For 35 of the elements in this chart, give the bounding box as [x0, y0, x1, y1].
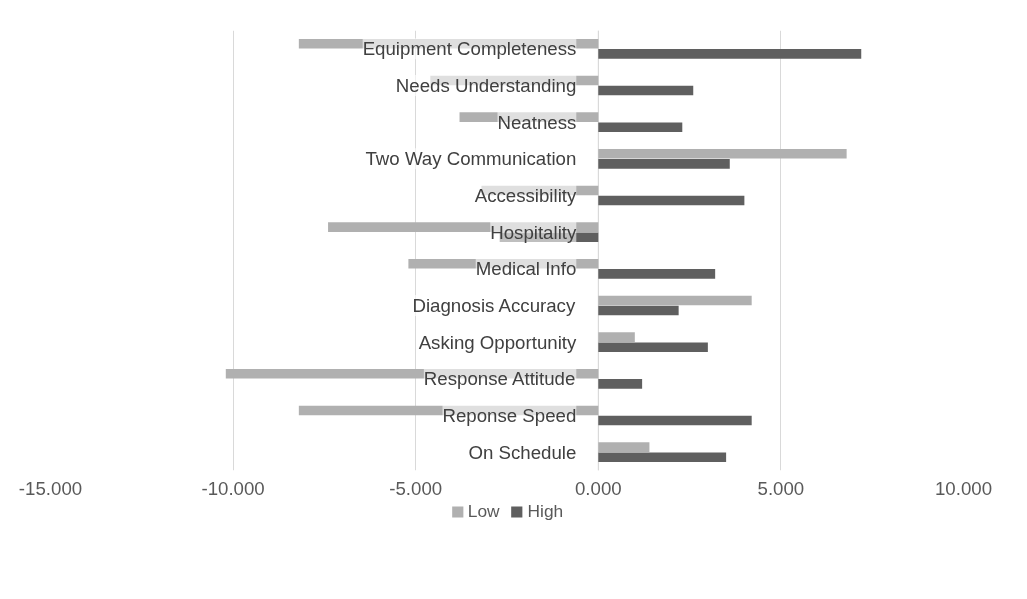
bar	[598, 332, 635, 342]
bar	[598, 195, 745, 206]
y-tick-label: Two Way Communication	[365, 148, 577, 170]
bar	[598, 342, 708, 352]
bar	[598, 85, 694, 96]
bar	[598, 122, 683, 132]
bar	[598, 295, 752, 306]
y-tick-label: Hospitality	[490, 221, 577, 243]
y-tick-label: On Schedule	[468, 441, 577, 463]
x-tick-label: -10.000	[201, 477, 265, 499]
bar	[598, 159, 730, 169]
y-tick-label: Reponse Speed	[442, 405, 577, 426]
legend-label: Low	[467, 500, 500, 522]
y-tick-label: Asking Opportunity	[418, 331, 577, 353]
y-tick-label: Needs Understanding	[395, 75, 577, 96]
y-tick-label: Equipment Completeness	[362, 38, 577, 60]
bar	[598, 442, 650, 452]
bar	[598, 149, 847, 159]
y-tick-label: Accessibility	[474, 185, 577, 206]
x-tick-label: 5.000	[757, 477, 805, 499]
bar	[598, 452, 727, 462]
x-tick-label: 10.000	[934, 477, 993, 499]
y-tick-label: Neatness	[497, 111, 577, 133]
bar	[598, 49, 862, 59]
y-tick-label: Diagnosis Accuracy	[412, 295, 576, 316]
bar	[598, 269, 716, 279]
y-tick-label: Response Attitude	[423, 368, 576, 390]
x-tick-label: -5.000	[389, 477, 443, 499]
x-tick-label: 0.000	[574, 477, 622, 499]
bar	[598, 305, 679, 316]
legend-label: High	[527, 500, 564, 522]
y-tick-label: Medical Info	[475, 258, 577, 280]
bar	[598, 415, 752, 426]
x-tick-label: -15.000	[18, 477, 83, 499]
bar	[598, 379, 643, 389]
